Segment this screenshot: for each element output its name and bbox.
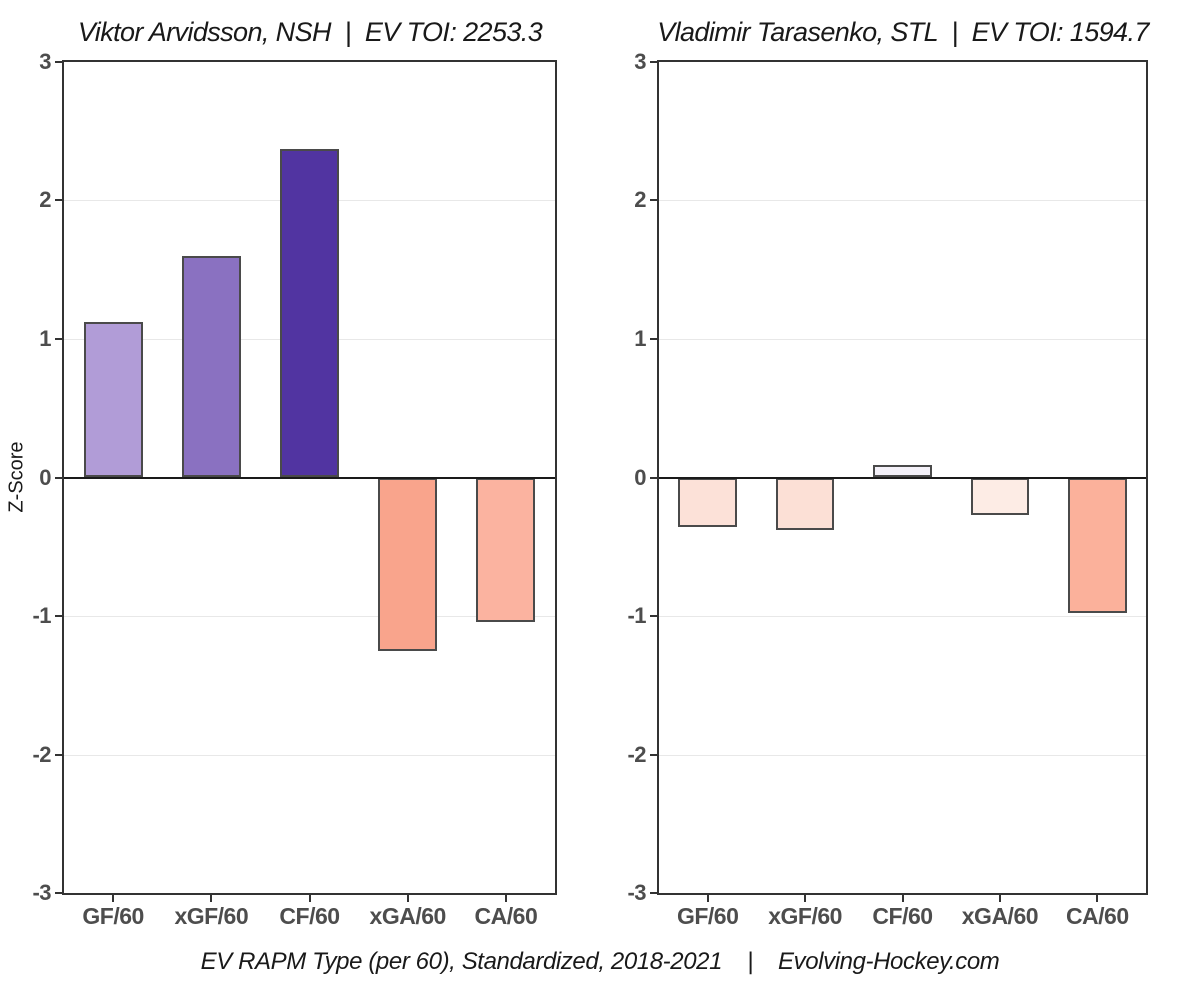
x-tick-label: xGA/60	[961, 903, 1039, 929]
y-tick-label: 3	[634, 49, 646, 74]
y-axis-tick	[55, 476, 62, 479]
y-axis-tick	[55, 753, 62, 756]
y-tick-label: 0	[634, 464, 646, 490]
x-tick-label: GF/60	[82, 903, 144, 929]
y-tick-label: 2	[39, 187, 51, 213]
x-tick-label: CF/60	[279, 903, 340, 929]
x-axis-tick	[406, 895, 409, 902]
bar-gf60	[83, 322, 143, 478]
x-tick-label: CF/60	[872, 903, 933, 929]
x-tick-label: xGF/60	[768, 903, 842, 929]
bar-cf60	[280, 149, 339, 478]
y-axis-tick	[55, 61, 62, 63]
x-tick-label: CA/60	[474, 903, 538, 929]
y-axis-tick	[55, 892, 62, 894]
x-tick-label: xGF/60	[174, 903, 249, 929]
bar-xga60	[378, 477, 438, 651]
gridline	[64, 615, 555, 617]
bar-ca60	[476, 477, 536, 622]
gridline	[659, 338, 1146, 340]
y-tick-label: -1	[32, 602, 51, 628]
y-axis-tick	[650, 337, 657, 340]
y-tick-label: -2	[627, 741, 646, 767]
y-axis-tick	[55, 199, 62, 202]
gridline	[659, 615, 1146, 617]
y-tick-label: 1	[39, 325, 51, 351]
x-axis-tick	[706, 895, 709, 902]
bar-cf60	[873, 465, 932, 478]
x-axis-tick	[308, 895, 311, 902]
y-tick-label: -3	[627, 880, 646, 905]
y-tick-label: -2	[32, 741, 51, 767]
y-axis-tick	[55, 614, 62, 617]
bar-ca60	[1068, 477, 1127, 614]
y-tick-label: 1	[634, 325, 646, 351]
x-axis-tick	[804, 895, 807, 902]
y-tick-label: 3	[39, 49, 51, 74]
y-tick-label: 2	[634, 187, 646, 213]
x-axis-tick	[112, 895, 115, 902]
gridline	[659, 754, 1146, 756]
y-axis-tick	[650, 753, 657, 756]
bar-xgf60	[181, 255, 241, 478]
zero-line	[659, 476, 1146, 479]
y-axis-tick	[650, 892, 657, 894]
y-tick-label: -3	[32, 880, 51, 905]
right-panel-title: Vladimir Tarasenko, STL | EV TOI: 1594.7	[657, 17, 1149, 47]
y-axis-tick	[55, 337, 62, 340]
y-axis-tick	[650, 614, 657, 617]
bar-gf60	[678, 477, 737, 528]
zero-line	[64, 476, 555, 479]
y-axis-label: Z-Score	[5, 441, 28, 513]
left-plot-area: 3 2 1 0 -1 -2 -3 GF/60 xGF/60 CF/60 xGA/60 CA/60	[32, 49, 557, 929]
right-plot-area: 3 2 1 0 -1 -2 -3 GF/60 xGF/60 CF/60 xGA/60 CA/60	[627, 49, 1148, 929]
y-axis-tick	[650, 476, 657, 479]
x-axis-tick	[210, 895, 213, 902]
left-panel-title: Viktor Arvidsson, NSH | EV TOI: 2253.3	[77, 17, 543, 47]
x-axis-tick	[998, 895, 1001, 902]
y-axis-tick	[650, 61, 657, 63]
y-axis-tick	[650, 199, 657, 202]
bar-xgf60	[775, 477, 835, 531]
x-tick-label: CA/60	[1065, 903, 1129, 929]
gridline	[659, 200, 1146, 202]
x-axis-tick	[1096, 895, 1099, 902]
y-tick-label: -1	[627, 602, 646, 628]
bar-xga60	[970, 477, 1030, 515]
y-tick-label: 0	[39, 464, 51, 490]
figure-caption: EV RAPM Type (per 60), Standardized, 201…	[200, 948, 1000, 975]
x-tick-label: xGA/60	[369, 903, 447, 929]
x-tick-label: GF/60	[676, 903, 739, 929]
x-axis-tick	[901, 895, 904, 902]
gridline	[64, 754, 555, 756]
x-axis-tick	[504, 895, 507, 902]
